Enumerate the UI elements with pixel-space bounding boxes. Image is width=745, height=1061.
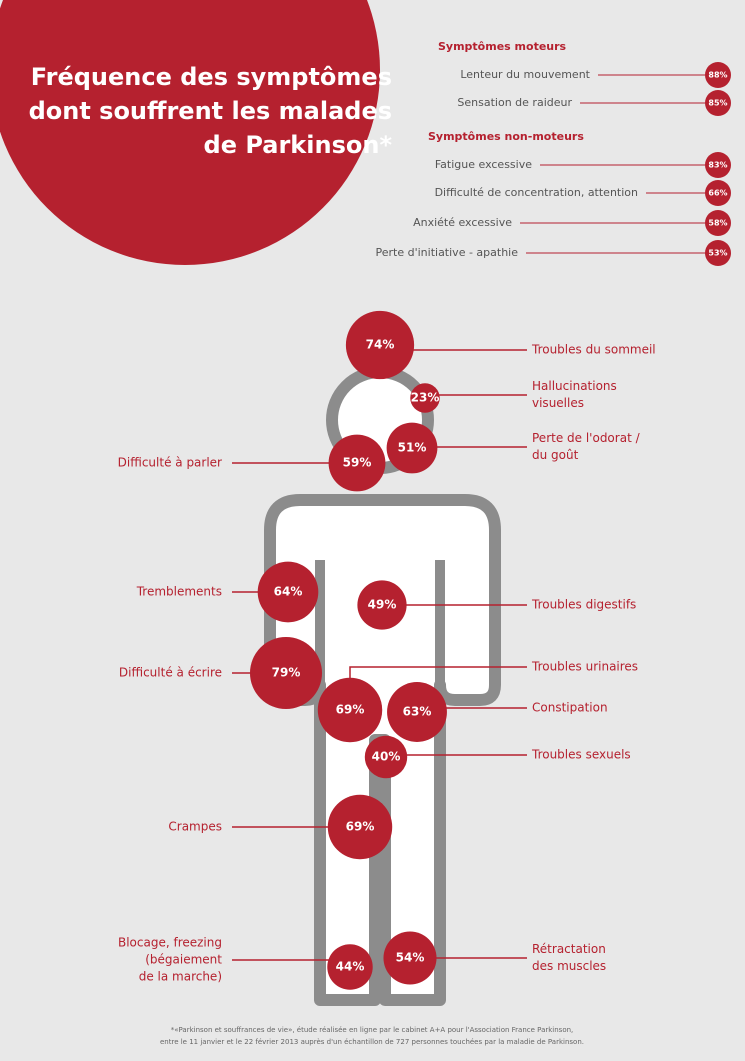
symptom-label: Difficulté à écrire (119, 666, 222, 680)
bubble-label: 63% (403, 705, 432, 719)
bubble-label: 69% (346, 820, 375, 834)
title-line: dont souffrent les malades (29, 97, 392, 125)
symptom-label: (bégaiement (145, 953, 222, 967)
item-label: Perte d'initiative - apathie (376, 246, 519, 259)
value-label: 88% (708, 71, 727, 80)
page: Fréquence des symptômes dont souffrent le… (0, 0, 745, 1061)
bubble-label: 64% (274, 585, 303, 599)
value-label: 85% (708, 99, 727, 108)
symptom-label: Tremblements (136, 585, 222, 599)
symptom-label: Troubles urinaires (531, 660, 638, 674)
footnote: *«Parkinson et souffrances de vie», étud… (171, 1026, 574, 1034)
title-line: Fréquence des symptômes (31, 63, 392, 91)
symptom-label: Difficulté à parler (118, 456, 222, 470)
item-label: Lenteur du mouvement (460, 68, 590, 81)
symptom-label: Constipation (532, 701, 608, 715)
value-label: 53% (708, 249, 727, 258)
group-heading: Symptômes moteurs (438, 40, 567, 53)
symptom-label: Troubles du sommeil (531, 343, 656, 357)
bubble-label: 40% (372, 750, 401, 764)
bubble-label: 74% (366, 338, 395, 352)
group-heading: Symptômes non-moteurs (428, 130, 584, 143)
bubble-label: 51% (398, 441, 427, 455)
bubble-label: 69% (336, 703, 365, 717)
bubble-label: 44% (336, 960, 365, 974)
symptom-label: Hallucinations (532, 379, 617, 393)
symptom-label: Crampes (168, 820, 222, 834)
symptom-label: Rétractation (532, 942, 606, 956)
value-label: 83% (708, 161, 727, 170)
bubble-label: 59% (343, 456, 372, 470)
symptom-label: Troubles sexuels (531, 748, 631, 762)
symptom-label: Troubles digestifs (531, 598, 636, 612)
bubble-label: 23% (411, 391, 440, 405)
symptom-label: de la marche) (139, 970, 222, 984)
title-line: de Parkinson* (204, 131, 393, 159)
infographic: Fréquence des symptômes dont souffrent le… (0, 0, 745, 1057)
footnote: entre le 11 janvier et le 22 février 201… (160, 1038, 584, 1046)
item-label: Difficulté de concentration, attention (435, 186, 638, 199)
item-label: Sensation de raideur (457, 96, 572, 109)
bubble-label: 79% (272, 666, 301, 680)
item-label: Anxiété excessive (413, 216, 512, 229)
symptom-label: visuelles (532, 396, 584, 410)
symptom-label: Perte de l'odorat / (532, 431, 641, 445)
value-label: 58% (708, 219, 727, 228)
bubble-label: 54% (396, 951, 425, 965)
symptom-label: du goût (532, 448, 579, 462)
value-label: 66% (708, 189, 727, 198)
item-label: Fatigue excessive (435, 158, 532, 171)
symptom-label: des muscles (532, 959, 606, 973)
symptom-label: Blocage, freezing (118, 936, 222, 950)
bubble-label: 49% (368, 598, 397, 612)
